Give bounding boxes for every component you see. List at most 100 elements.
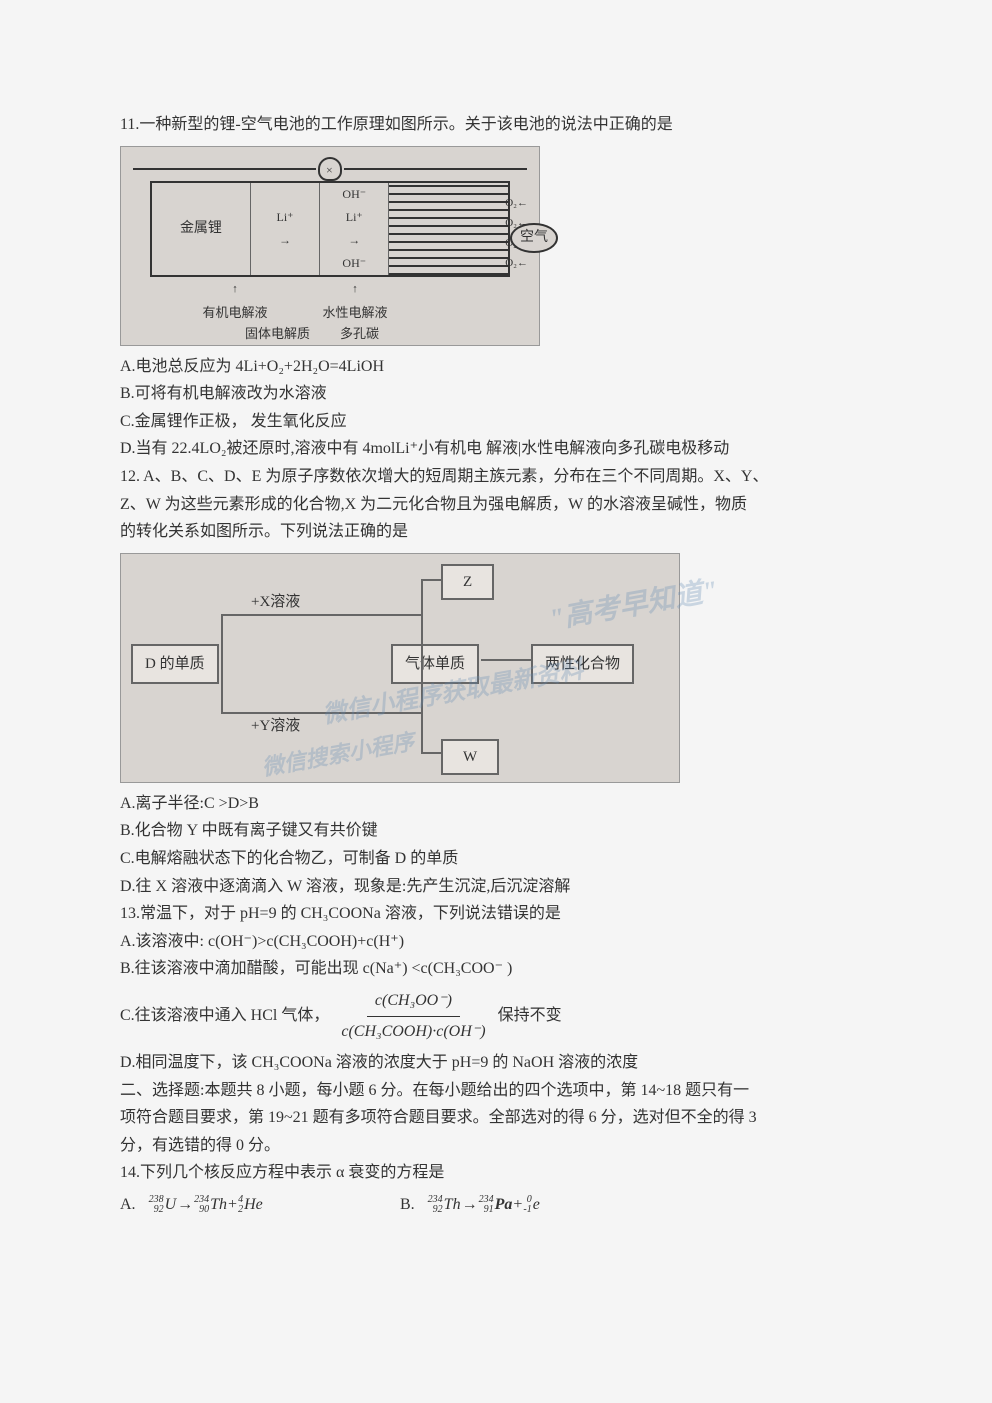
line-h2 [221, 712, 421, 714]
q12-stem-1: 12. A、B、C、D、E 为原子序数依次增大的短周期主族元素，分布在三个不同周… [120, 464, 872, 490]
e-bot: -1 [523, 1205, 531, 1215]
q13-c-num: c(CH₃OO⁻) [367, 988, 460, 1017]
pa234-bot: 91 [479, 1205, 494, 1215]
q13-opt-c: C.往该溶液中通入 HCl 气体， c(CH₃OO⁻) c(CH₃COOH)·c… [120, 988, 872, 1044]
arrow-b: → [462, 1192, 478, 1218]
arrow-porous [390, 281, 510, 299]
wire-left [133, 168, 316, 170]
box-z: Z [441, 564, 494, 600]
u238-bot: 92 [149, 1205, 164, 1215]
q13-c-fraction: c(CH₃OO⁻) c(CH₃COOH)·c(OH⁻) [333, 988, 493, 1044]
box-d-simple: D 的单质 [131, 644, 219, 684]
plus-b: + [513, 1192, 522, 1218]
porous-label: 多孔碳 [320, 324, 510, 345]
q14-b-label: B. [400, 1192, 415, 1218]
arrow-aqueous: ↑ [320, 281, 390, 299]
q14-eq-a: A. 238 92 U → 234 90 Th + 4 2 [120, 1192, 400, 1218]
pa234-pre: 234 91 [479, 1195, 494, 1215]
th234b-bot: 92 [428, 1205, 443, 1215]
u238-sym: U [165, 1192, 177, 1218]
battery-bottom-labels-3: 固体电解质 多孔碳 [150, 324, 510, 345]
q13-opt-d: D.相同温度下，该 CH₃COONa 溶液的浓度大于 pH=9 的 NaOH 溶… [120, 1050, 872, 1076]
q11-opt-a: A.电池总反应为 4Li+O₂+2H₂O=4LiOH [120, 354, 872, 380]
q13-c-suffix: 保持不变 [498, 1003, 562, 1029]
u238-pre: 238 92 [149, 1195, 164, 1215]
nuc-pa234: 234 91 Pa [479, 1192, 513, 1218]
q11-opt-c: C.金属锂作正极， 发生氧化反应 [120, 409, 872, 435]
wire-right [344, 168, 527, 170]
q13-stem: 13.常温下，对于 pH=9 的 CH₃COONa 溶液，下列说法错误的是 [120, 901, 872, 927]
oh-ion-2: OH⁻ [342, 254, 366, 273]
organic-label: 有机电解液 [150, 303, 320, 324]
box-gas: 气体单质 [391, 644, 479, 684]
page-content: 11.一种新型的锂-空气电池的工作原理如图所示。关于该电池的说法中正确的是 金属… [120, 112, 872, 1218]
th234b-sym: Th [444, 1192, 461, 1218]
q12-opt-d: D.往 X 溶液中逐滴滴入 W 溶液，现象是:先产生沉淀,后沉淀溶解 [120, 874, 872, 900]
e-pre: 0 -1 [523, 1195, 531, 1215]
he4-sym: He [244, 1192, 263, 1218]
th234a-pre: 234 90 [194, 1195, 209, 1215]
section2-h2: 项符合题目要求，第 19~21 题有多项符合题目要求。全部选对的得 6 分，选对… [120, 1105, 872, 1131]
arrow-r: → [348, 231, 360, 250]
nuc-th234a: 234 90 Th [194, 1192, 227, 1218]
battery-circuit-top [131, 157, 529, 181]
battery-body: 金属锂 Li⁺ → OH⁻ Li⁺ → OH⁻ O₂← O₂← O₂← O₂← … [150, 181, 510, 278]
q13-opt-a: A.该溶液中: c(OH⁻)>c(CH₃COOH)+c(H⁺) [120, 929, 872, 955]
q12-stem-2: Z、W 为这些元素形成的化合物,X 为二元化合物且为强电解质，W 的水溶液呈碱性… [120, 492, 872, 518]
box-amphoteric: 两性化合物 [531, 644, 634, 684]
line-v1 [221, 614, 223, 714]
nuc-he4: 4 2 He [238, 1192, 263, 1218]
arrow-organic: ↑ [150, 281, 320, 299]
q12-opt-b: B.化合物 Y 中既有离子键又有共价键 [120, 818, 872, 844]
porous-spacer [390, 303, 510, 324]
he4-bot: 2 [238, 1205, 243, 1215]
plus-a: + [228, 1192, 237, 1218]
organic-cell: Li⁺ → [251, 183, 320, 276]
label-plus-x: +X溶液 [251, 590, 300, 614]
metal-li-label: 金属锂 [180, 218, 222, 240]
o2-1: O₂← [505, 193, 528, 213]
pa234-sym: Pa [495, 1192, 513, 1218]
q13-c-prefix: C.往该溶液中通入 HCl 气体， [120, 1003, 329, 1029]
th234a-bot: 90 [194, 1205, 209, 1215]
watermark-1: "高考早知道" [545, 569, 721, 643]
nuc-u238: 238 92 U [149, 1192, 177, 1218]
nuc-e: 0 -1 e [523, 1192, 539, 1218]
q14-a-label: A. [120, 1192, 136, 1218]
solid-label: 固体电解质 [150, 324, 320, 345]
arrow-a: → [177, 1192, 193, 1218]
q12-opt-a: A.离子半径:C >D>B [120, 791, 872, 817]
q12-opt-c: C.电解熔融状态下的化合物乙，可制备 D 的单质 [120, 846, 872, 872]
section2-h1: 二、选择题:本题共 8 小题，每小题 6 分。在每小题给出的四个选项中，第 14… [120, 1078, 872, 1104]
anode-cell: 金属锂 [152, 183, 251, 276]
aqueous-label: 水性电解液 [320, 303, 390, 324]
li-ion-1: Li⁺ [277, 208, 294, 227]
q14-eq-b: B. 234 92 Th → 234 91 Pa + 0 - [400, 1192, 680, 1218]
th234b-pre: 234 92 [428, 1195, 443, 1215]
oh-ion-1: OH⁻ [342, 185, 366, 204]
battery-bottom-labels-2: 有机电解液 水性电解液 [150, 303, 510, 324]
box-w: W [441, 739, 499, 775]
he4-pre: 4 2 [238, 1195, 243, 1215]
li-arrow-1: → [279, 231, 291, 250]
q11-stem: 11.一种新型的锂-空气电池的工作原理如图所示。关于该电池的说法中正确的是 [120, 112, 872, 138]
q14-equations: A. 238 92 U → 234 90 Th + 4 2 [120, 1192, 872, 1218]
section2-h3: 分，有选错的得 0 分。 [120, 1133, 872, 1159]
battery-diagram: 金属锂 Li⁺ → OH⁻ Li⁺ → OH⁻ O₂← O₂← O₂← O₂← … [120, 146, 540, 346]
q14-stem: 14.下列几个核反应方程中表示 α 衰变的方程是 [120, 1160, 872, 1186]
q11-opt-b: B.可将有机电解液改为水溶液 [120, 381, 872, 407]
li-ion-2: Li⁺ [346, 208, 363, 227]
q11-opt-d: D.当有 22.4LO₂被还原时,溶液中有 4molLi⁺小有机电 解液|水性电… [120, 436, 872, 462]
line-h3 [421, 579, 441, 581]
cathode-cell [389, 183, 508, 276]
battery-bottom-labels-1: ↑ ↑ [150, 281, 510, 299]
line-v2 [421, 579, 423, 754]
nuc-th234b: 234 92 Th [428, 1192, 461, 1218]
q13-c-den: c(CH₃COOH)·c(OH⁻) [333, 1017, 493, 1045]
e-sym: e [533, 1192, 540, 1218]
line-h1 [221, 614, 421, 616]
o2-4: O₂← [505, 253, 528, 273]
line-h6 [481, 659, 531, 661]
flowchart-diagram: D 的单质 +X溶液 +Y溶液 Z 气体单质 两性化合物 W "高考早知道" 微… [120, 553, 680, 783]
air-label: 空气 [510, 223, 558, 253]
